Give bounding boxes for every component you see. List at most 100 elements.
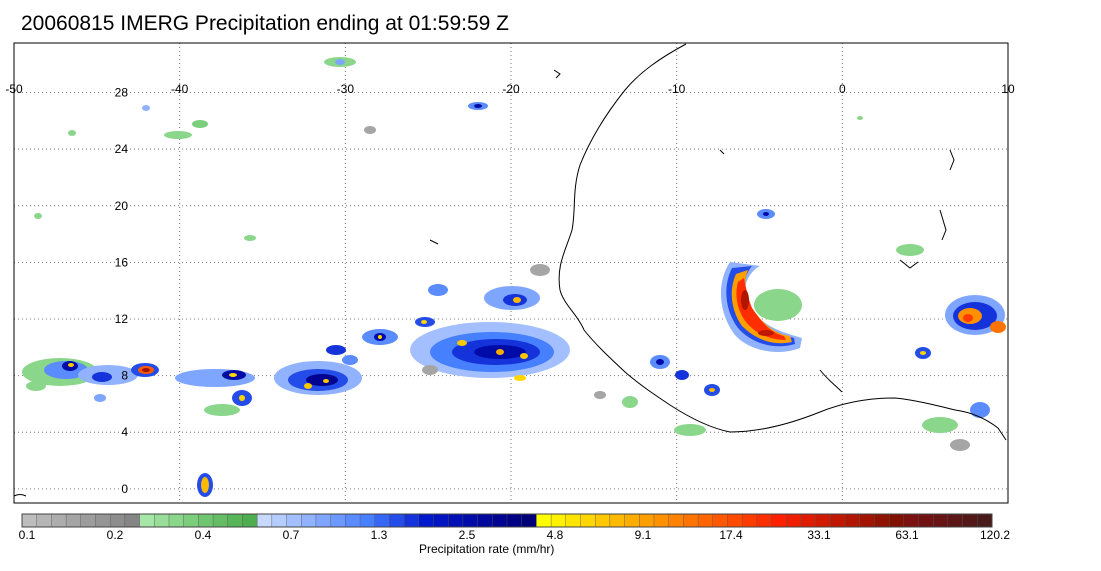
colorbar-tick-label: 1.3 [370, 528, 388, 542]
latitude-tick-label: 24 [115, 142, 129, 156]
colorbar-tick-label: 4.8 [546, 528, 564, 542]
colorbar-swatch [609, 513, 625, 528]
colorbar-swatch [315, 513, 332, 528]
colorbar-swatch [21, 513, 38, 528]
rain-cell [78, 363, 159, 385]
longitude-tick-label: -30 [337, 82, 355, 96]
colorbar-tick-label: 63.1 [895, 528, 919, 542]
colorbar-swatch [580, 513, 596, 528]
colorbar-axis-title: Precipitation rate (mm/hr) [419, 542, 555, 556]
colorbar-swatch [286, 513, 302, 528]
colorbar-swatch [345, 513, 361, 528]
latitude-tick-labels: 28 24 20 16 12 8 4 0 [115, 86, 129, 496]
colorbar-swatch [506, 513, 523, 528]
rain-cell [757, 209, 775, 219]
colorbar-swatch [800, 513, 817, 528]
latitude-tick-label: 28 [115, 86, 129, 100]
colorbar-swatch [359, 513, 376, 528]
colorbar-swatch [65, 513, 82, 528]
colorbar-swatch [183, 513, 199, 528]
colorbar-swatch [536, 513, 552, 528]
colorbar-swatch [154, 513, 170, 528]
rain-cell [362, 329, 398, 345]
map-frame [13, 42, 1009, 504]
colorbar-swatch [330, 513, 346, 528]
longitude-tick-label: -20 [502, 82, 520, 96]
colorbar-swatch [962, 513, 978, 528]
colorbar-tick-label: 0.7 [282, 528, 300, 542]
rain-cell [410, 322, 570, 381]
colorbar-swatch [697, 513, 714, 528]
colorbar-swatch [521, 513, 537, 528]
colorbar [21, 513, 993, 528]
colorbar-swatch [727, 513, 743, 528]
colorbar-swatch [844, 513, 861, 528]
colorbar-swatch [888, 513, 905, 528]
map-title: 20060815 IMERG Precipitation ending at 0… [21, 12, 509, 35]
colorbar-swatch [448, 513, 464, 528]
colorbar-swatch [477, 513, 493, 528]
rain-cell [915, 295, 1006, 418]
colorbar-tick-label: 2.5 [458, 528, 476, 542]
rain-cell [175, 369, 255, 416]
longitude-tick-labels: -50 -40 -30 -20 -10 0 10 [5, 82, 1015, 96]
colorbar-swatch [198, 513, 214, 528]
colorbar-swatch [918, 513, 934, 528]
colorbar-swatch [977, 513, 993, 528]
light-rain-patches [26, 57, 970, 451]
colorbar-swatch [771, 513, 787, 528]
latitude-tick-label: 20 [115, 199, 129, 213]
colorbar-swatch [933, 513, 949, 528]
colorbar-swatch [492, 513, 508, 528]
colorbar-swatch [594, 513, 611, 528]
colorbar-swatch [80, 513, 96, 528]
colorbar-swatch [95, 513, 111, 528]
colorbar-tick-label: 9.1 [634, 528, 652, 542]
colorbar-swatch [389, 513, 405, 528]
colorbar-swatch [301, 513, 317, 528]
colorbar-swatch [51, 513, 67, 528]
rain-cell [468, 102, 488, 110]
colorbar-tick-label: 17.4 [719, 528, 743, 542]
colorbar-swatch [624, 513, 640, 528]
latitude-tick-label: 12 [115, 312, 129, 326]
colorbar-swatch [433, 513, 449, 528]
colorbar-swatch [168, 513, 185, 528]
latitude-tick-label: 8 [121, 369, 128, 383]
rain-cell [415, 284, 540, 327]
longitude-tick-label: -10 [668, 82, 686, 96]
latitude-tick-label: 16 [115, 255, 129, 269]
colorbar-swatch [403, 513, 420, 528]
colorbar-swatch [859, 513, 875, 528]
colorbar-swatch [374, 513, 390, 528]
rain-cell [274, 345, 362, 395]
colorbar-swatch [212, 513, 229, 528]
colorbar-swatch [124, 513, 140, 528]
colorbar-tick-label: 0.1 [18, 528, 36, 542]
rain-cell [650, 355, 720, 396]
colorbar-swatch [815, 513, 831, 528]
colorbar-swatch [227, 513, 243, 528]
colorbar-swatch [830, 513, 846, 528]
colorbar-tick-label: 0.4 [194, 528, 212, 542]
colorbar-swatch [947, 513, 964, 528]
latitude-tick-label: 0 [121, 482, 128, 496]
colorbar-tick-label: 33.1 [807, 528, 831, 542]
colorbar-swatch [550, 513, 567, 528]
colorbar-swatch [653, 513, 670, 528]
colorbar-swatch [712, 513, 728, 528]
colorbar-swatch [903, 513, 919, 528]
colorbar-swatch [683, 513, 699, 528]
longitude-tick-label: -40 [171, 82, 189, 96]
latitude-tick-label: 4 [121, 425, 128, 439]
colorbar-swatch [874, 513, 890, 528]
colorbar-swatch [668, 513, 684, 528]
rain-cell [197, 473, 213, 497]
map-gridlines [13, 43, 1009, 503]
rain-cell [22, 358, 98, 386]
colorbar-swatch [565, 513, 581, 528]
colorbar-swatch [271, 513, 287, 528]
coastline [13, 43, 1007, 497]
colorbar-tick-label: 120.2 [979, 528, 1011, 542]
colorbar-swatch [109, 513, 126, 528]
